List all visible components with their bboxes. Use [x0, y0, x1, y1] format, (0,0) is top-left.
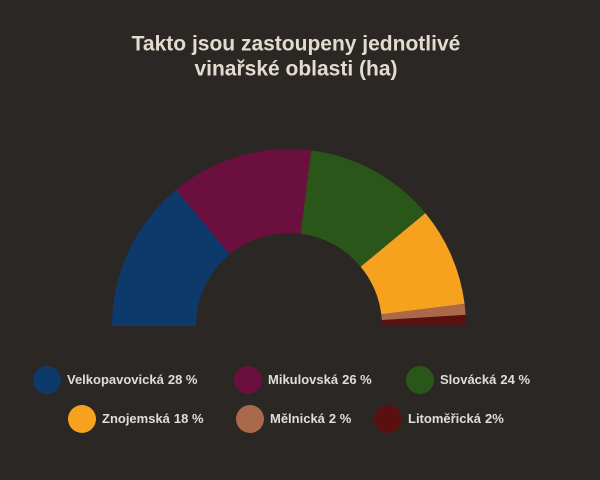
legend-value: 28 % — [168, 372, 198, 387]
legend-swatch — [68, 405, 96, 433]
legend-value: 24 % — [500, 372, 530, 387]
legend-value: 2% — [485, 411, 504, 426]
legend-label: Znojemská 18 % — [102, 411, 204, 426]
slice — [300, 150, 426, 267]
legend-name: Litoměřická — [408, 411, 482, 426]
legend-name: Slovácká — [440, 372, 497, 387]
legend-label: Mělnická 2 % — [270, 411, 352, 426]
legend-name: Velkopavovická — [67, 372, 165, 387]
legend-value: 26 % — [342, 372, 372, 387]
legend-label: Mikulovská 26 % — [268, 372, 372, 387]
chart-title: vinařské oblasti (ha) — [194, 58, 397, 81]
legend-swatch — [374, 405, 402, 433]
legend-label: Litoměřická 2% — [408, 411, 504, 426]
legend-swatch — [234, 366, 262, 394]
slice — [360, 213, 465, 315]
chart-title: Takto jsou zastoupeny jednotlivé — [132, 33, 461, 56]
legend-swatch — [236, 405, 264, 433]
slice — [381, 303, 466, 321]
legend-label: Slovácká 24 % — [440, 372, 530, 387]
slice — [112, 189, 230, 326]
legend-value: 18 % — [174, 411, 204, 426]
slice — [381, 314, 466, 326]
legend-name: Mělnická — [270, 411, 326, 426]
legend-name: Mikulovská — [268, 372, 339, 387]
legend-name: Znojemská — [102, 411, 171, 426]
legend-value: 2 % — [329, 411, 352, 426]
legend-label: Velkopavovická 28 % — [67, 372, 198, 387]
slice — [176, 149, 312, 255]
legend-swatch — [33, 366, 61, 394]
legend-swatch — [406, 366, 434, 394]
